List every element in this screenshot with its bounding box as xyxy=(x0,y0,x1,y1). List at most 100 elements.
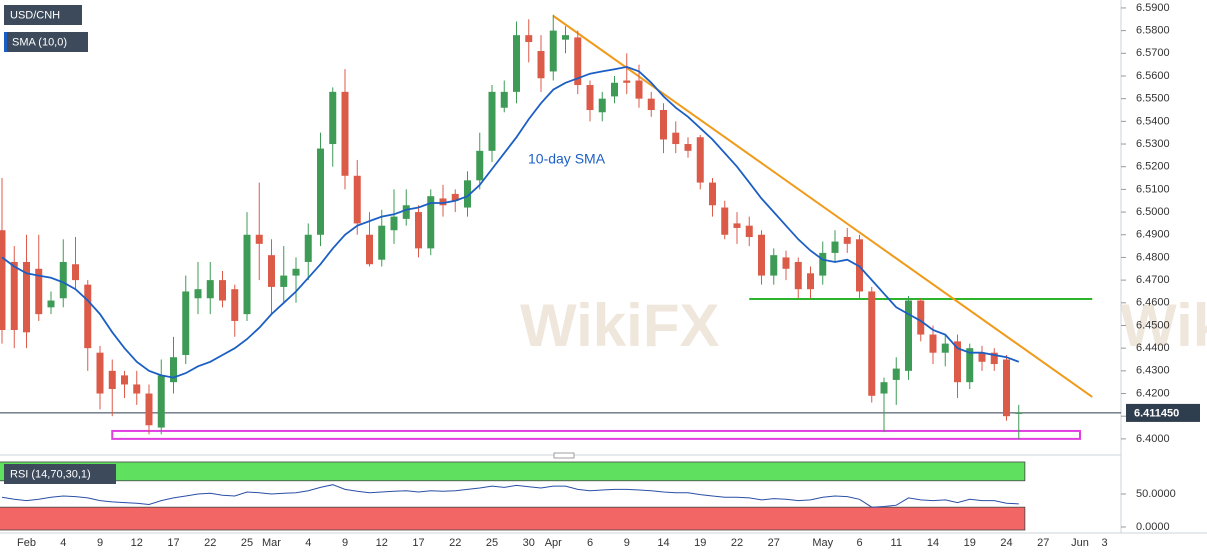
y-tick-label: 6.5800 xyxy=(1136,25,1170,37)
main-layer xyxy=(0,14,1093,508)
watermarks: WikiFX WikiFX xyxy=(520,292,1207,359)
y-tick-label: 6.5600 xyxy=(1136,70,1170,82)
y-tick-label: 6.4300 xyxy=(1136,365,1170,377)
candle-body xyxy=(733,223,741,228)
sma-line xyxy=(1,65,1020,379)
x-tick-label: 24 xyxy=(1000,537,1012,549)
candle-body xyxy=(721,207,729,235)
candle-body xyxy=(121,375,128,385)
rsi-oversold-zone xyxy=(0,506,1026,531)
candle-body xyxy=(611,82,618,97)
candle-body xyxy=(709,182,716,206)
candle-body xyxy=(219,280,226,301)
candle-body xyxy=(255,234,263,244)
candle-body xyxy=(427,196,435,249)
candle-body xyxy=(10,261,18,331)
candle-body xyxy=(390,216,398,231)
x-tick-label: 4 xyxy=(305,537,311,549)
y-tick-label: 6.5500 xyxy=(1136,93,1170,105)
candle-body xyxy=(978,352,986,362)
candle-body xyxy=(206,280,214,299)
y-tick-label: 6.4200 xyxy=(1136,387,1170,399)
y-tick-label: 6.4600 xyxy=(1136,297,1170,309)
x-tick-label: 17 xyxy=(167,537,179,549)
x-tick-label: 19 xyxy=(964,537,976,549)
candle-body xyxy=(660,110,667,140)
x-tick-label: 22 xyxy=(204,537,216,549)
candle-body xyxy=(464,180,471,208)
rsi-box xyxy=(4,464,116,484)
x-tick-label: 9 xyxy=(624,537,630,549)
candle-body xyxy=(586,85,594,111)
candle-body xyxy=(182,291,190,355)
candle-body xyxy=(905,300,912,371)
candle-body xyxy=(868,291,876,396)
x-tick-label: 9 xyxy=(342,537,348,549)
candle-body xyxy=(954,341,961,383)
candle-body xyxy=(770,255,778,276)
candle-body xyxy=(194,289,202,299)
x-tick-label: 27 xyxy=(1037,537,1049,549)
x-tick-label: Feb xyxy=(17,537,36,549)
watermark: WikiFX xyxy=(1120,292,1207,359)
candle-body xyxy=(23,261,30,333)
y-tick-label: 6.4400 xyxy=(1136,342,1170,354)
candle-body xyxy=(378,225,386,260)
x-tick-label: 12 xyxy=(131,537,143,549)
x-tick-label: Mar xyxy=(262,537,281,549)
candle-body xyxy=(966,348,974,383)
x-tick-label: 6 xyxy=(587,537,593,549)
candle-body xyxy=(549,30,557,72)
x-tick-label: 17 xyxy=(412,537,424,549)
candle-body xyxy=(353,175,361,224)
candle-body xyxy=(782,257,790,269)
indicator-box xyxy=(4,32,88,52)
candle-body xyxy=(108,370,116,389)
candle-body xyxy=(72,264,79,281)
candle-body xyxy=(917,300,925,335)
candle-body xyxy=(807,273,814,290)
rsi-line xyxy=(1,484,1019,508)
sma-annotation: 10-day SMA xyxy=(528,151,606,167)
candle-body xyxy=(157,375,165,428)
candle-body xyxy=(635,80,643,99)
candle-body xyxy=(500,91,508,108)
x-tick-label: 6 xyxy=(856,537,862,549)
pane-handle[interactable] xyxy=(553,452,575,459)
x-tick-label: 22 xyxy=(731,537,743,549)
candle-body xyxy=(794,261,802,290)
y-tick-label: 6.5900 xyxy=(1136,2,1170,14)
rsi-label: RSI (14,70,30,1) xyxy=(10,468,91,480)
rsi-tick-label: 0.0000 xyxy=(1136,521,1170,533)
candle-body xyxy=(231,289,239,321)
candle-body xyxy=(268,255,275,287)
resistance-line xyxy=(552,15,1093,398)
candle-body xyxy=(415,212,422,249)
label-layer: USD/CNH SMA (10,0) 10-day SMA RSI (14,70… xyxy=(4,5,1200,484)
candle-body xyxy=(1015,412,1023,414)
x-tick-label: 27 xyxy=(768,537,780,549)
candle-body xyxy=(402,205,410,219)
x-tick-label: May xyxy=(812,537,833,549)
symbol-label: USD/CNH xyxy=(10,9,60,21)
y-tick-label: 6.5300 xyxy=(1136,138,1170,150)
x-tick-label: 3 xyxy=(1101,537,1107,549)
candle-body xyxy=(1003,359,1010,417)
x-tick-label: Jun xyxy=(1071,537,1089,549)
candle-body xyxy=(341,91,349,176)
candle-body xyxy=(941,343,949,353)
candle-body xyxy=(758,234,765,276)
candle-body xyxy=(819,252,827,276)
candle-body xyxy=(47,300,55,308)
candle-body xyxy=(745,225,753,238)
y-tick-label: 6.4500 xyxy=(1136,319,1170,331)
indicator-swatch xyxy=(4,32,7,52)
candle-body xyxy=(451,193,459,201)
x-tick-label: 14 xyxy=(927,537,939,549)
y-tick-label: 6.5100 xyxy=(1136,183,1170,195)
watermark: WikiFX xyxy=(520,292,719,359)
rsi-overbought-zone xyxy=(0,461,1026,482)
candle-body xyxy=(366,234,373,265)
candle-body xyxy=(574,37,582,86)
